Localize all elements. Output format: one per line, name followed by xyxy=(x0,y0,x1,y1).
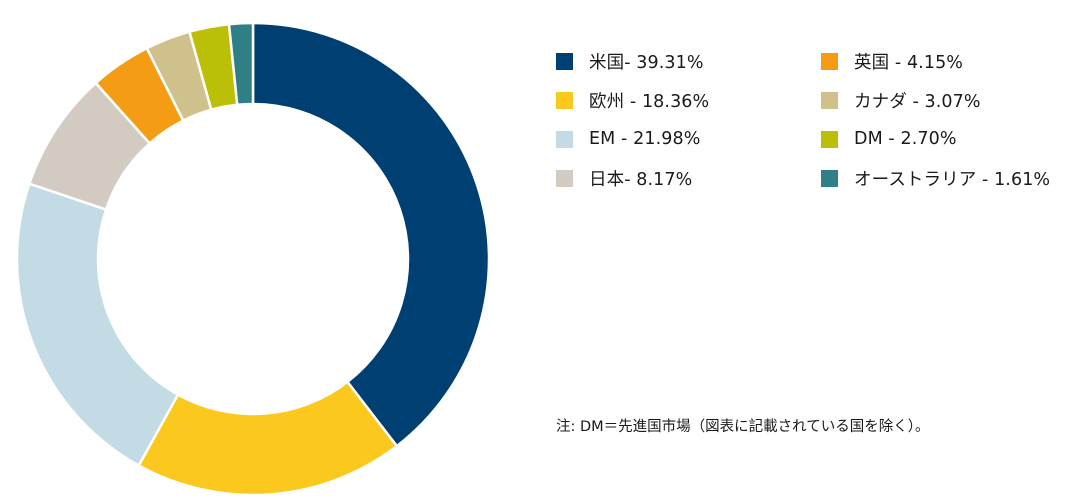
slice-europe xyxy=(137,380,399,497)
legend-item-canada: カナダ - 3.07% xyxy=(821,88,981,112)
legend-label-australia: オーストラリア - 1.61% xyxy=(854,169,1051,190)
legend-swatch-europe xyxy=(556,91,573,109)
legend-item-dm: DM - 2.70% xyxy=(821,127,957,151)
legend-swatch-japan xyxy=(556,169,573,187)
legend-label-em: EM - 21.98% xyxy=(589,129,701,149)
slice-us xyxy=(251,21,491,448)
legend-label-uk: 英国 - 4.15% xyxy=(854,52,964,73)
legend-item-europe: 欧州 - 18.36% xyxy=(556,88,709,112)
legend-item-uk: 英国 - 4.15% xyxy=(821,49,963,73)
slice-australia xyxy=(227,21,255,107)
donut-chart xyxy=(15,21,491,497)
legend-swatch-us xyxy=(556,52,573,70)
legend-item-em: EM - 21.98% xyxy=(556,127,700,151)
slice-em xyxy=(15,182,180,467)
legend-swatch-uk xyxy=(821,52,838,70)
legend-item-us: 米国- 39.31% xyxy=(556,49,704,73)
legend-swatch-australia xyxy=(821,169,838,187)
chart-footnote: 注: DM＝先進国市場（図表に記載されている国を除く）。 xyxy=(556,419,930,435)
legend-label-canada: カナダ - 3.07% xyxy=(854,91,981,112)
legend-item-japan: 日本- 8.17% xyxy=(556,166,692,190)
legend-swatch-em xyxy=(556,130,573,148)
legend-item-australia: オーストラリア - 1.61% xyxy=(821,166,1050,190)
legend-label-dm: DM - 2.70% xyxy=(854,129,957,149)
legend-label-japan: 日本- 8.17% xyxy=(589,169,693,190)
legend-label-us: 米国- 39.31% xyxy=(589,52,704,73)
legend-swatch-canada xyxy=(821,91,838,109)
legend-swatch-dm xyxy=(821,130,838,148)
legend-label-europe: 欧州 - 18.36% xyxy=(589,91,710,112)
